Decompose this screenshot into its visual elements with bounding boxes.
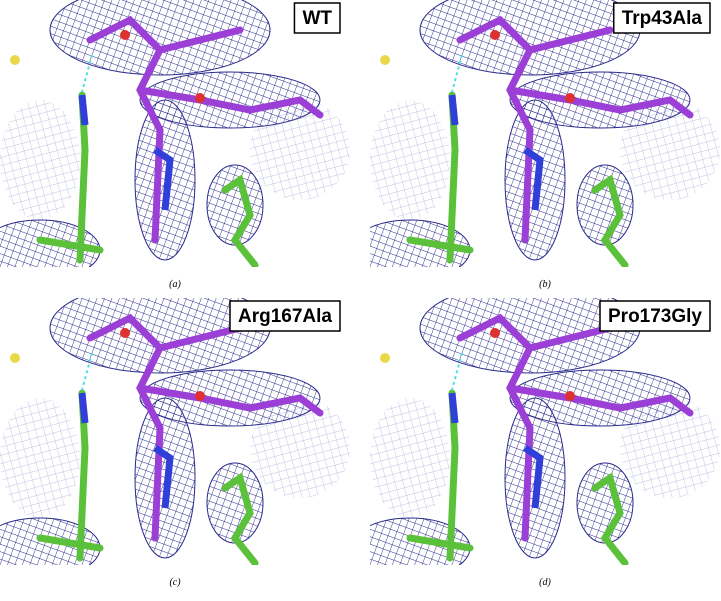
panel: Pro173Gly (d) (350, 283, 720, 588)
panel-caption: (d) (539, 577, 551, 588)
panel-label: Arg167Ala (238, 306, 332, 327)
panel-caption: (c) (169, 577, 181, 588)
label-box (293, 2, 341, 34)
panel: WT (a) (0, 0, 350, 290)
structure-image (0, 0, 350, 280)
panel-caption: (b) (539, 279, 551, 290)
structure-image (350, 0, 720, 280)
label-box (612, 2, 711, 34)
label-box (599, 300, 711, 332)
label-box (229, 300, 341, 332)
panel-label: Pro173Gly (608, 306, 702, 327)
panel-caption: (a) (169, 279, 181, 290)
structure-render (350, 0, 720, 280)
panel-label: WT (302, 8, 332, 29)
panel: Arg167Ala (c) (0, 283, 350, 588)
structure-render (0, 0, 350, 280)
panel: Trp43Ala (b) (350, 0, 720, 290)
panel-label: Trp43Ala (622, 8, 703, 29)
